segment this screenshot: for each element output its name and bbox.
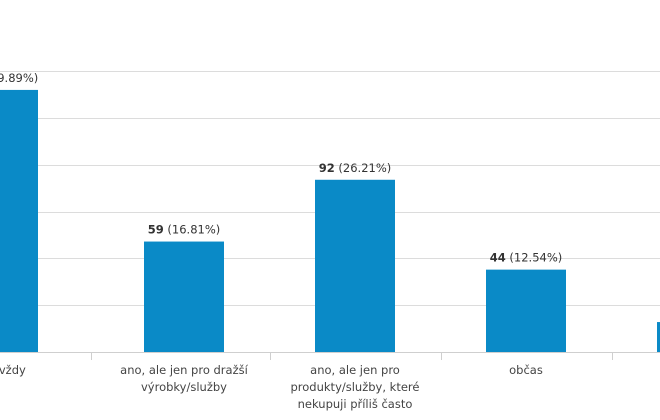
category-label: ano, ale jen pro produkty/služby, které ne…	[291, 363, 420, 411]
data-label: 92 (26.21%)	[319, 161, 392, 175]
data-label: 59 (16.81%)	[148, 223, 221, 237]
bar	[144, 241, 224, 352]
data-label: 44 (12.54%)	[490, 251, 563, 265]
bar	[315, 179, 395, 352]
bars	[0, 89, 660, 353]
bar	[657, 322, 660, 352]
category-label: ano, ale jen pro dražší výrobky/služby	[120, 363, 248, 394]
category-label: ano, vždy	[0, 363, 26, 377]
bar	[0, 89, 38, 353]
bar	[486, 269, 566, 352]
value-labels: 140 (39.89%) 59 (16.81%) 92 (26.21%) 44 (12…	[0, 71, 563, 265]
data-label: 140 (39.89%)	[0, 71, 38, 85]
category-label: občas	[509, 363, 543, 377]
category-labels: ano, vždy ano, ale jen pro dražšívýrobky/…	[0, 363, 543, 411]
